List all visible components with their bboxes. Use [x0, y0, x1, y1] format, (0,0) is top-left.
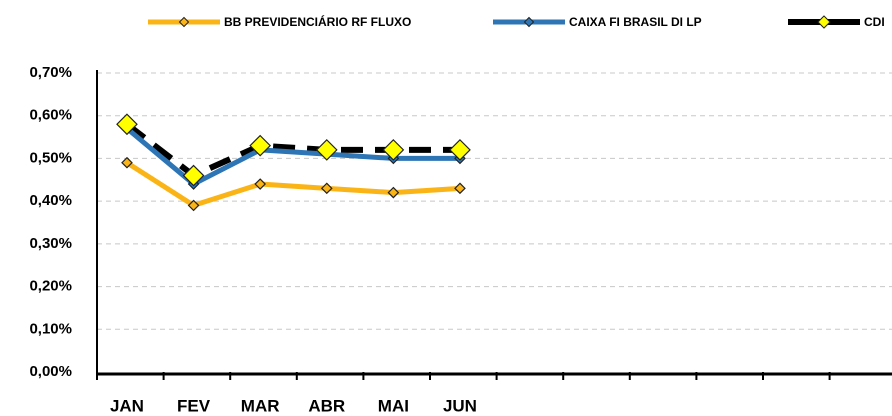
x-tick-label: JUN: [443, 396, 477, 415]
marker: [454, 182, 466, 195]
legend-marker: [523, 16, 535, 28]
marker: [320, 182, 333, 195]
marker: [116, 113, 138, 136]
y-tick-label: 0,00%: [29, 363, 72, 380]
x-tick-label: MAI: [378, 396, 409, 415]
series-line: [125, 126, 460, 187]
legend-label: BB PREVIDENCIÁRIO RF FLUXO: [224, 14, 411, 29]
marker: [387, 186, 400, 199]
legend-label: CDI: [864, 15, 885, 29]
marker: [315, 139, 338, 161]
marker: [182, 164, 205, 187]
series-line: [125, 121, 460, 179]
marker: [121, 156, 133, 169]
marker: [249, 134, 272, 157]
x-tick-label: ABR: [308, 396, 345, 415]
marker: [382, 139, 405, 161]
y-tick-label: 0,40%: [29, 192, 72, 209]
legend-marker: [178, 16, 190, 28]
legend-label: CAIXA FI BRASIL DI LP: [569, 15, 702, 29]
x-tick-label: MAR: [241, 396, 280, 415]
y-tick-label: 0,70%: [29, 64, 72, 81]
y-tick-label: 0,20%: [29, 278, 72, 295]
y-tick-label: 0,10%: [29, 320, 72, 337]
legend-marker: [817, 15, 831, 29]
marker: [449, 139, 471, 161]
x-tick-label: FEV: [177, 396, 211, 415]
y-tick-label: 0,50%: [29, 149, 72, 166]
y-tick-label: 0,30%: [29, 235, 72, 252]
x-tick-label: JAN: [110, 396, 144, 415]
marker: [254, 178, 267, 190]
y-tick-label: 0,60%: [29, 107, 72, 124]
marker: [187, 199, 200, 212]
series-line: [125, 160, 461, 208]
